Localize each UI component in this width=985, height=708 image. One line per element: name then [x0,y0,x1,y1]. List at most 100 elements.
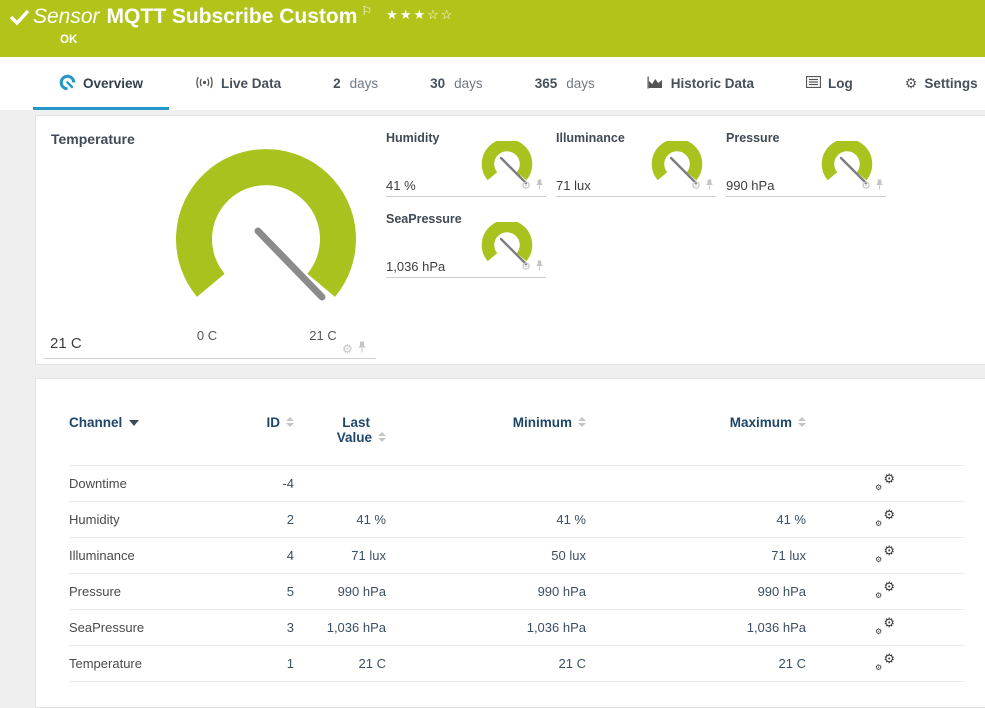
gear-icon[interactable]: ⚙ [691,179,701,192]
channel-min: 990 hPa [386,573,586,610]
mini-gauge-pressure: Pressure 990 hPa ⚙ [726,131,886,197]
header-label: Maximum [729,415,792,430]
channel-settings-icon[interactable]: ⚙ ⚙ [875,651,895,672]
gauge-current-value: 21 C [50,335,82,352]
channel-max: 71 lux [586,537,806,574]
channel-name[interactable]: Temperature [69,645,249,682]
channels-panel: Channel ID Last Value Minimum Maximum Dow… [35,378,985,708]
sort-icon [578,417,586,428]
channel-name[interactable]: Downtime [69,465,249,502]
priority-stars[interactable]: ★★★☆☆ [386,7,454,22]
tab-settings[interactable]: ⚙ Settings [879,57,985,110]
channel-settings-icon[interactable]: ⚙ ⚙ [875,471,895,492]
column-header-maximum[interactable]: Maximum [586,407,806,466]
channel-settings-icon[interactable]: ⚙ ⚙ [875,507,895,528]
pin-icon[interactable] [357,340,367,358]
column-header-minimum[interactable]: Minimum [386,407,586,466]
gear-icon: ⚙ [875,555,883,564]
channel-settings-icon[interactable]: ⚙ ⚙ [875,543,895,564]
tab-day-count: 2 [333,76,341,91]
gauge-title: Pressure [726,131,780,145]
tab-day-unit: days [349,76,379,91]
log-list-icon [805,75,822,91]
sort-desc-icon [129,420,140,427]
tab-log[interactable]: Log [780,57,879,110]
channel-min: 41 % [386,501,586,538]
gauge-needle [254,227,326,301]
page-title: MQTT Subscribe Custom [106,5,358,28]
gear-icon: ⚙ [875,627,883,636]
header-label: ID [266,415,281,430]
sensor-status-bar: Sensor MQTT Subscribe Custom ⚐ ★★★☆☆ OK [0,0,985,57]
gauge-dial [481,141,533,185]
gear-icon: ⚙ [883,615,895,630]
channel-last: 41 % [294,501,386,538]
gear-icon[interactable]: ⚙ [861,179,871,192]
channel-max: 990 hPa [586,573,806,610]
gauge-needle [839,156,868,185]
gauge-title: Humidity [386,131,440,145]
channel-max: 1,036 hPa [586,609,806,646]
gauge-needle [499,237,528,266]
sensor-kind-label: Sensor [33,5,100,28]
channel-id: 4 [249,537,294,574]
tab-bar: Overview Live Data 2 days 30 days 365 da… [0,57,985,110]
channel-name[interactable]: Illuminance [69,537,249,574]
tab-day-count: 30 [430,76,446,91]
header-label: Channel [69,415,123,430]
mini-gauge-humidity: Humidity 41 % ⚙ [386,131,546,197]
column-header-last-value[interactable]: Last Value [294,407,386,466]
tab-2-days[interactable]: 2 days [307,57,404,110]
temperature-gauge [176,149,356,301]
gear-icon: ⚙ [875,483,883,492]
channel-max: 41 % [586,501,806,538]
gauge-current-value: 990 hPa [726,178,775,193]
channel-name[interactable]: SeaPressure [69,609,249,646]
gear-icon[interactable]: ⚙ [521,260,531,273]
tab-day-count: 365 [534,76,558,91]
tab-30-days[interactable]: 30 days [404,57,509,110]
tab-label: Overview [83,76,144,91]
column-header-id[interactable]: ID [249,407,294,466]
pin-icon[interactable] [535,177,544,195]
table-row-humidity: Humidity 2 41 % 41 % 41 % ⚙ ⚙ [69,501,964,538]
channel-min [386,465,586,502]
pin-icon[interactable] [535,258,544,276]
tab-365-days[interactable]: 365 days [509,57,621,110]
gear-icon: ⚙ [883,471,895,486]
channel-id: 2 [249,501,294,538]
sort-icon [798,417,806,428]
tab-overview[interactable]: Overview [33,57,169,110]
pin-icon[interactable] [875,177,884,195]
flag-icon[interactable]: ⚐ [361,4,373,18]
pin-icon[interactable] [705,177,714,195]
channel-id: 3 [249,609,294,646]
channel-max [586,465,806,502]
header-label: Minimum [512,415,572,430]
stars-filled: ★★★ [386,7,428,22]
tab-historic-data[interactable]: Historic Data [621,57,780,110]
table-row-pressure: Pressure 5 990 hPa 990 hPa 990 hPa ⚙ ⚙ [69,573,964,610]
channel-name[interactable]: Humidity [69,501,249,538]
channel-settings-icon[interactable]: ⚙ ⚙ [875,615,895,636]
channel-max: 21 C [586,645,806,682]
channel-settings-icon[interactable]: ⚙ ⚙ [875,579,895,600]
gauge-title-temperature: Temperature [51,131,135,147]
tab-day-unit: days [454,76,483,91]
gear-icon: ⚙ [883,651,895,666]
check-icon [9,9,30,31]
gear-icon: ⚙ [875,591,883,600]
gauge-current-value: 1,036 hPa [386,259,446,274]
gear-icon[interactable]: ⚙ [342,342,353,356]
gear-icon[interactable]: ⚙ [521,179,531,192]
channel-last [294,465,386,502]
tab-live-data[interactable]: Live Data [169,57,307,110]
channel-last: 990 hPa [294,573,386,610]
sort-icon [286,417,294,428]
gauges-panel: Temperature 0 C 21 C 21 C ⚙ Humidity 41 … [35,115,985,365]
gauge-needle [499,156,528,185]
gauge-title: SeaPressure [386,212,462,226]
column-header-channel[interactable]: Channel [69,407,249,466]
mini-gauge-illuminance: Illuminance 71 lux ⚙ [556,131,716,197]
channel-name[interactable]: Pressure [69,573,249,610]
